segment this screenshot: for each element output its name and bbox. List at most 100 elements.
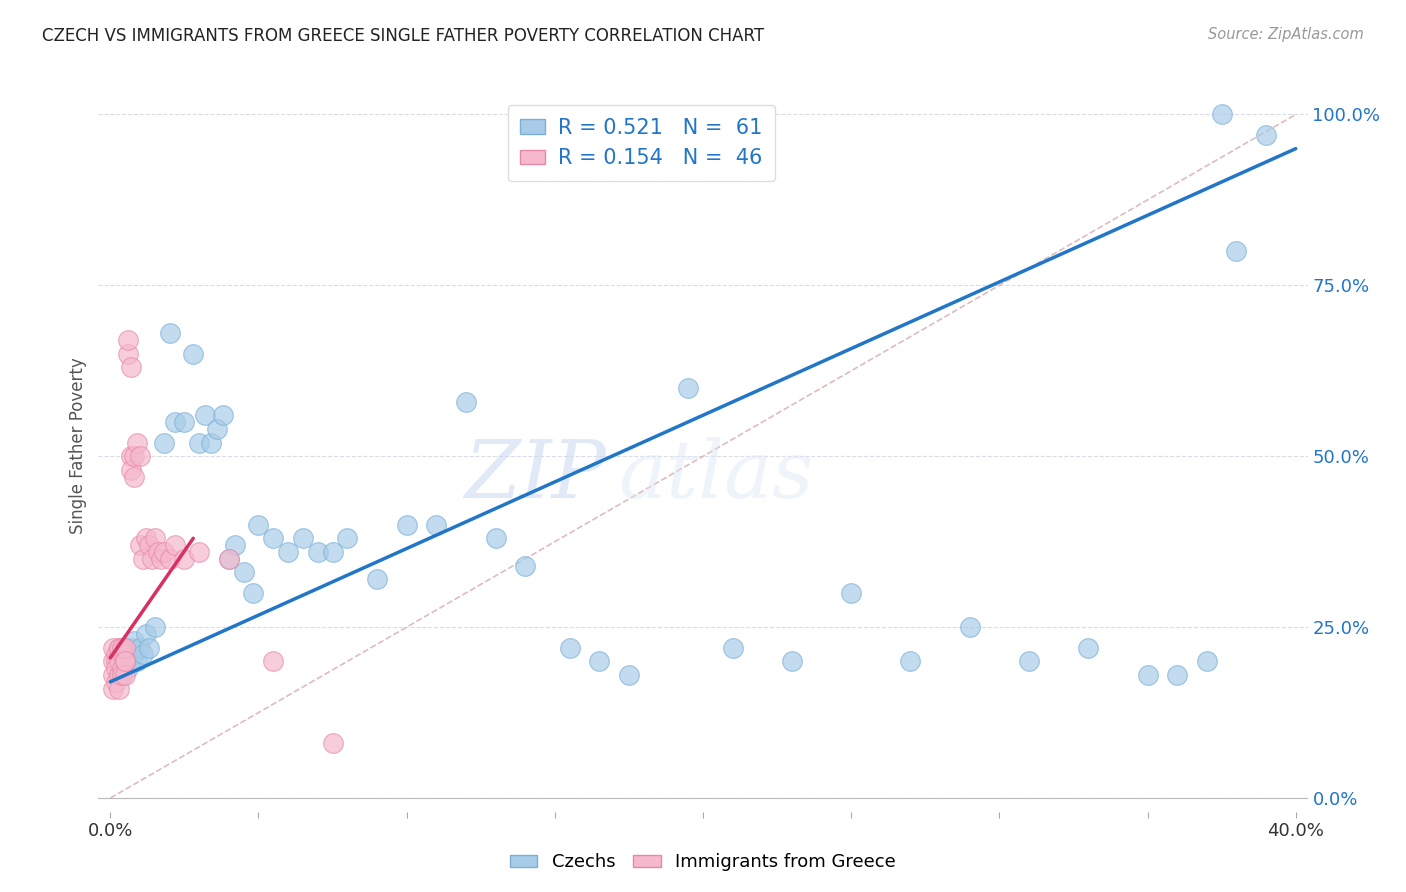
Point: [218, 551, 240, 566]
Point: [149, 551, 172, 566]
Point: [780, 654, 803, 668]
Point: [159, 551, 181, 566]
Point: [141, 551, 163, 566]
Point: [1166, 668, 1188, 682]
Point: [108, 640, 131, 655]
Point: [262, 654, 284, 668]
Point: [138, 640, 160, 655]
Point: [138, 538, 160, 552]
Point: [188, 435, 211, 450]
Point: [1254, 128, 1277, 142]
Point: [839, 586, 862, 600]
Point: [1136, 668, 1159, 682]
Point: [117, 648, 139, 662]
Point: [173, 551, 195, 566]
Point: [218, 551, 240, 566]
Point: [105, 648, 128, 662]
Point: [558, 640, 581, 655]
Point: [212, 409, 235, 423]
Point: [111, 640, 134, 655]
Legend: Czechs, Immigrants from Greece: Czechs, Immigrants from Greece: [503, 847, 903, 879]
Point: [120, 360, 142, 375]
Point: [125, 435, 148, 450]
Point: [103, 640, 125, 655]
Point: [108, 668, 131, 682]
Point: [188, 545, 211, 559]
Legend: R = 0.521   N =  61, R = 0.154   N =  46: R = 0.521 N = 61, R = 0.154 N = 46: [508, 105, 775, 181]
Point: [111, 668, 134, 682]
Point: [366, 572, 388, 586]
Point: [242, 586, 264, 600]
Point: [224, 538, 246, 552]
Point: [129, 538, 152, 552]
Point: [114, 654, 136, 668]
Point: [336, 531, 359, 545]
Point: [122, 633, 145, 648]
Point: [114, 640, 136, 655]
Point: [247, 517, 270, 532]
Point: [108, 640, 131, 655]
Point: [181, 347, 204, 361]
Point: [103, 681, 125, 696]
Point: [322, 736, 344, 750]
Point: [322, 545, 344, 559]
Point: [143, 531, 166, 545]
Point: [129, 640, 152, 655]
Point: [108, 654, 131, 668]
Text: CZECH VS IMMIGRANTS FROM GREECE SINGLE FATHER POVERTY CORRELATION CHART: CZECH VS IMMIGRANTS FROM GREECE SINGLE F…: [42, 27, 765, 45]
Point: [125, 654, 148, 668]
Point: [105, 654, 128, 668]
Point: [114, 654, 136, 668]
Point: [900, 654, 922, 668]
Point: [515, 558, 537, 573]
Point: [152, 435, 174, 450]
Point: [277, 545, 299, 559]
Point: [1195, 654, 1218, 668]
Point: [111, 661, 134, 675]
Point: [395, 517, 418, 532]
Point: [117, 661, 139, 675]
Point: [103, 668, 125, 682]
Point: [120, 654, 142, 668]
Point: [232, 566, 254, 580]
Point: [114, 668, 136, 682]
Point: [588, 654, 610, 668]
Point: [105, 674, 128, 689]
Point: [1077, 640, 1099, 655]
Point: [721, 640, 744, 655]
Point: [152, 545, 174, 559]
Point: [143, 620, 166, 634]
Point: [676, 381, 699, 395]
Point: [484, 531, 506, 545]
Point: [135, 627, 157, 641]
Text: ZIP: ZIP: [464, 436, 606, 514]
Point: [114, 654, 136, 668]
Point: [1018, 654, 1040, 668]
Point: [120, 463, 142, 477]
Point: [122, 449, 145, 463]
Point: [307, 545, 329, 559]
Point: [108, 654, 131, 668]
Y-axis label: Single Father Poverty: Single Father Poverty: [69, 358, 87, 534]
Point: [117, 333, 139, 347]
Point: [120, 640, 142, 655]
Point: [105, 661, 128, 675]
Point: [159, 326, 181, 341]
Point: [1225, 244, 1247, 259]
Point: [1211, 107, 1233, 121]
Point: [135, 531, 157, 545]
Point: [454, 394, 477, 409]
Point: [165, 415, 187, 429]
Point: [122, 469, 145, 483]
Point: [129, 449, 152, 463]
Point: [617, 668, 640, 682]
Point: [146, 545, 169, 559]
Point: [120, 449, 142, 463]
Point: [165, 538, 187, 552]
Point: [425, 517, 447, 532]
Point: [108, 681, 131, 696]
Text: Source: ZipAtlas.com: Source: ZipAtlas.com: [1208, 27, 1364, 42]
Point: [262, 531, 284, 545]
Point: [291, 531, 314, 545]
Point: [173, 415, 195, 429]
